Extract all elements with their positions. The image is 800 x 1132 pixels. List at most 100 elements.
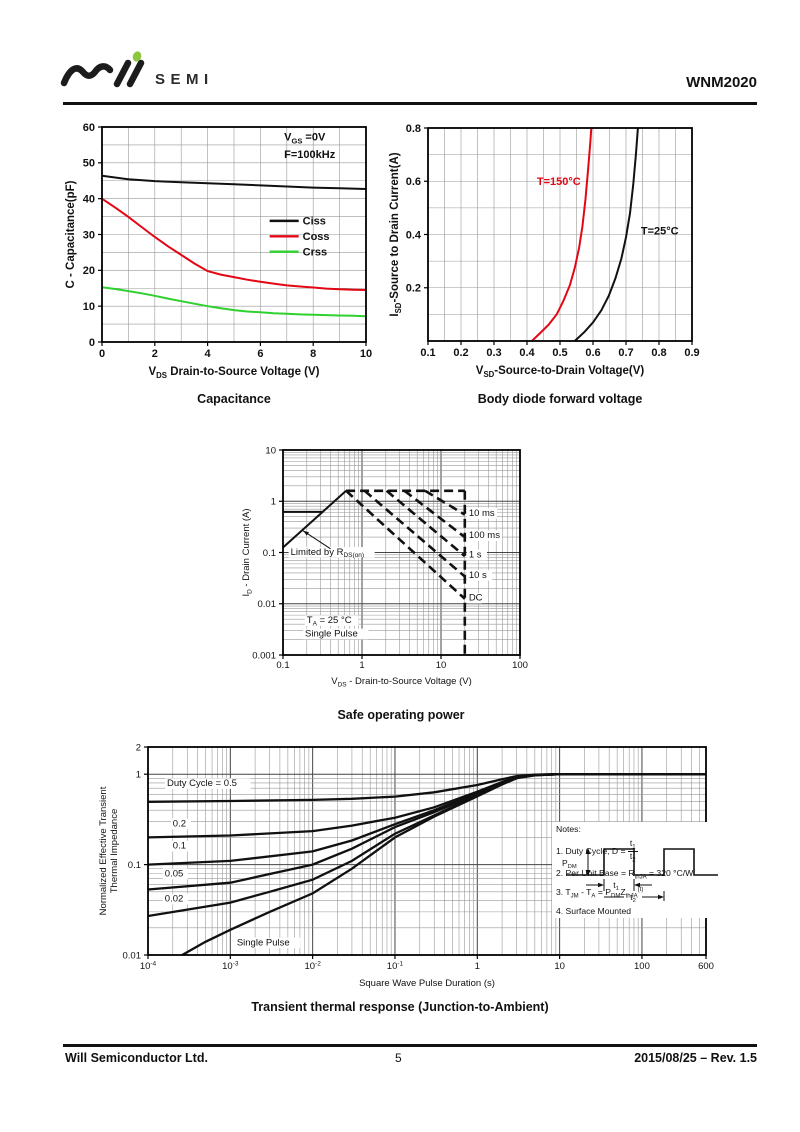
svg-text:10-1: 10-1 (387, 960, 404, 972)
footer-page-number: 5 (395, 1051, 402, 1065)
svg-text:T=150°C: T=150°C (537, 176, 581, 188)
product-code: WNM2020 (686, 74, 757, 91)
svg-text:Coss: Coss (303, 231, 330, 243)
svg-text:TA = 25 °C: TA = 25 °C (307, 615, 352, 627)
svg-text:0.7: 0.7 (618, 347, 633, 359)
will-semi-logo: SEMI (60, 51, 214, 88)
svg-text:Single Pulse: Single Pulse (237, 937, 290, 948)
svg-text:t2: t2 (630, 892, 636, 904)
svg-text:0.8: 0.8 (406, 123, 421, 135)
logo-green-dot-icon (132, 51, 142, 62)
svg-text:Normalized Effective Transient: Normalized Effective Transient (98, 786, 109, 915)
svg-text:100 ms: 100 ms (469, 530, 500, 541)
svg-text:6: 6 (257, 348, 263, 360)
svg-text:1 s: 1 s (469, 549, 482, 560)
svg-text:VSD-Source-to-Drain Voltage(V): VSD-Source-to-Drain Voltage(V) (476, 365, 645, 379)
brand-semi-text: SEMI (155, 71, 214, 88)
svg-text:10-2: 10-2 (304, 960, 321, 972)
svg-text:10 s: 10 s (469, 570, 487, 581)
logo-wave-icon (60, 63, 114, 87)
svg-text:0.02: 0.02 (165, 894, 184, 905)
svg-text:0: 0 (99, 348, 105, 360)
svg-text:0: 0 (89, 337, 95, 349)
svg-text:50: 50 (83, 158, 95, 170)
svg-text:8: 8 (310, 348, 316, 360)
svg-text:Crss: Crss (303, 247, 327, 259)
note-item: 4. Surface Mounted (556, 905, 632, 916)
svg-text:Square Wave Pulse Duration (s): Square Wave Pulse Duration (s) (359, 978, 495, 989)
caption-soa: Safe operating power (337, 708, 465, 722)
svg-text:0.2: 0.2 (173, 818, 186, 829)
svg-text:Ciss: Ciss (303, 216, 326, 228)
svg-text:0.1: 0.1 (276, 660, 289, 671)
logo-slash-icon (113, 59, 132, 88)
svg-text:Limited by RDS(on): Limited by RDS(on) (291, 547, 364, 559)
svg-text:60: 60 (83, 122, 95, 134)
caption-thermal: Transient thermal response (Junction-to-… (251, 1000, 549, 1014)
svg-text:F=100kHz: F=100kHz (284, 149, 336, 161)
svg-text:10: 10 (360, 348, 372, 360)
svg-text:ISD-Source to Drain Current(A): ISD-Source to Drain Current(A) (389, 152, 403, 316)
soa-chart: 0.1 1 10 100 10 1 0.1 0.01 0.001 VDS - Drain-to-S… (241, 445, 528, 688)
svg-text:10: 10 (436, 660, 447, 671)
svg-text:0.4: 0.4 (519, 347, 535, 359)
notes-title: Notes: (556, 824, 581, 834)
svg-text:10-4: 10-4 (140, 960, 157, 972)
svg-text:0.2: 0.2 (453, 347, 468, 359)
svg-text:0.01: 0.01 (258, 599, 277, 610)
footer-revision: 2015/08/25 – Rev. 1.5 (634, 1051, 757, 1065)
svg-text:t1: t1 (613, 880, 619, 892)
svg-text:Single Pulse: Single Pulse (305, 628, 358, 639)
svg-text:10: 10 (554, 961, 565, 972)
body-diode-chart: 0.1 0.2 0.3 0.4 0.5 0.6 0.7 0.8 0.9 0.2 0.4 0.6 0.8 V… (389, 123, 700, 379)
svg-text:1: 1 (359, 660, 364, 671)
footer-rule (63, 1044, 757, 1047)
svg-text:10: 10 (83, 301, 95, 313)
svg-text:0.001: 0.001 (252, 650, 276, 661)
caption-capacitance: Capacitance (197, 392, 271, 406)
svg-text:VDS Drain-to-Source Voltage (V: VDS Drain-to-Source Voltage (V) (148, 366, 319, 380)
svg-text:0.6: 0.6 (406, 176, 421, 188)
svg-text:1: 1 (475, 961, 480, 972)
svg-text:2: 2 (152, 348, 158, 360)
svg-text:20: 20 (83, 265, 95, 277)
footer-company: Will Semiconductor Ltd. (65, 1051, 208, 1065)
svg-text:0.1: 0.1 (263, 548, 276, 559)
svg-text:T=25°C: T=25°C (641, 226, 679, 238)
note-item: 2. Per Unit Base = RthJA = 320 °C/W (556, 868, 694, 881)
svg-text:30: 30 (83, 229, 95, 241)
svg-text:ID - Drain Current (A): ID - Drain Current (A) (241, 508, 253, 596)
caption-body-diode: Body diode forward voltage (477, 392, 643, 406)
svg-text:40: 40 (83, 194, 95, 206)
svg-text:0.1: 0.1 (128, 860, 141, 871)
logo-slash-icon (126, 59, 145, 88)
svg-text:1: 1 (136, 770, 141, 781)
svg-text:0.5: 0.5 (552, 347, 567, 359)
svg-text:1: 1 (271, 497, 276, 508)
svg-text:4: 4 (205, 348, 212, 360)
svg-text:Thermal Impedance: Thermal Impedance (109, 809, 120, 893)
svg-text:2: 2 (136, 742, 141, 753)
svg-text:0.1: 0.1 (420, 347, 435, 359)
svg-text:0.05: 0.05 (165, 868, 184, 879)
svg-text:0.9: 0.9 (684, 347, 699, 359)
svg-text:10: 10 (265, 445, 276, 456)
svg-text:0.01: 0.01 (123, 950, 142, 961)
svg-text:0.1: 0.1 (173, 841, 186, 852)
svg-text:Duty Cycle = 0.5: Duty Cycle = 0.5 (167, 778, 237, 789)
svg-text:C - Capacitance(pF): C - Capacitance(pF) (65, 180, 77, 288)
capacitance-chart: 0 2 4 6 8 10 0 10 20 30 40 50 60 VDS Drain-to-Source … (65, 122, 372, 380)
pulse-waveform-diagram: PDM t1 t2 (562, 847, 718, 904)
svg-text:0.4: 0.4 (406, 229, 422, 241)
svg-text:0.8: 0.8 (651, 347, 666, 359)
notes-panel: Notes: PDM t1 t2 1. Duty Cycle, D = t1 t2 2.… (552, 822, 738, 919)
svg-text:100: 100 (634, 961, 650, 972)
svg-text:600: 600 (698, 961, 714, 972)
header-rule (63, 102, 757, 105)
svg-text:0.6: 0.6 (585, 347, 600, 359)
svg-text:10-3: 10-3 (222, 960, 239, 972)
svg-text:10 ms: 10 ms (469, 508, 495, 519)
svg-text:DC: DC (469, 593, 483, 604)
svg-text:100: 100 (512, 660, 528, 671)
